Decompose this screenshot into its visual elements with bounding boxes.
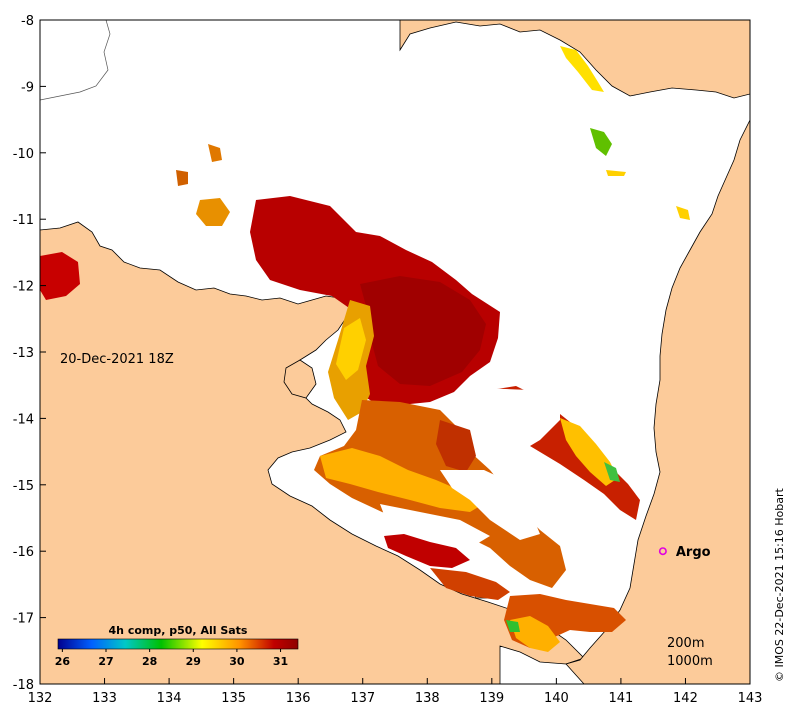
credit-text: © IMOS 22-Dec-2021 15:16 Hobart — [773, 487, 786, 682]
x-tick-label: 142 — [673, 691, 698, 706]
northwest-coastline — [40, 20, 111, 101]
latitude-axis: -8 -9 -10 -11 -12 -13 -14 -15 -16 -17 -18 — [13, 14, 46, 693]
contour-200m-label: 200m — [667, 636, 704, 651]
y-tick-label: -11 — [13, 213, 34, 228]
x-tick-label: 138 — [415, 691, 440, 706]
y-tick-label: -18 — [13, 678, 34, 693]
y-tick-label: -17 — [13, 612, 34, 627]
argo-label: Argo — [676, 545, 711, 560]
x-tick-label: 140 — [544, 691, 569, 706]
x-tick-label: 136 — [286, 691, 311, 706]
colorbar-tick-label: 27 — [98, 655, 113, 668]
y-tick-label: -10 — [13, 147, 34, 162]
groote-eylandt-land — [283, 359, 317, 399]
longitude-axis: 132 133 134 135 136 137 138 139 140 141 142 143 — [28, 678, 763, 706]
y-tick-label: -16 — [13, 545, 34, 560]
x-tick-label: 143 — [738, 691, 763, 706]
colorbar-tick-label: 29 — [186, 655, 201, 668]
y-tick-label: -12 — [13, 280, 34, 295]
colorbar-gradient — [57, 638, 299, 650]
y-tick-label: -13 — [13, 346, 34, 361]
x-tick-label: 133 — [92, 691, 117, 706]
x-tick-label: 137 — [350, 691, 375, 706]
new-guinea-land — [399, 20, 750, 99]
x-tick-label: 132 — [28, 691, 53, 706]
x-tick-label: 135 — [221, 691, 246, 706]
y-tick-label: -14 — [13, 412, 34, 427]
x-tick-label: 139 — [479, 691, 504, 706]
y-tick-label: -9 — [21, 80, 34, 95]
y-tick-label: -8 — [21, 14, 34, 29]
colorbar-tick-label: 30 — [229, 655, 245, 668]
colorbar: 4h comp, p50, All Sats 26 27 28 29 30 31 — [55, 624, 299, 668]
contour-1000m-label: 1000m — [667, 654, 713, 669]
no-data-gaps — [380, 388, 630, 600]
x-tick-label: 141 — [608, 691, 633, 706]
cape-york-land — [565, 119, 750, 684]
colorbar-tick-label: 28 — [142, 655, 157, 668]
y-tick-label: -15 — [13, 479, 34, 494]
x-tick-label: 134 — [157, 691, 182, 706]
colorbar-tick-label: 31 — [273, 655, 288, 668]
colorbar-title: 4h comp, p50, All Sats — [109, 624, 248, 637]
argo-float-marker — [658, 547, 667, 556]
date-label: 20-Dec-2021 18Z — [60, 352, 174, 367]
colorbar-tick-label: 26 — [55, 655, 71, 668]
